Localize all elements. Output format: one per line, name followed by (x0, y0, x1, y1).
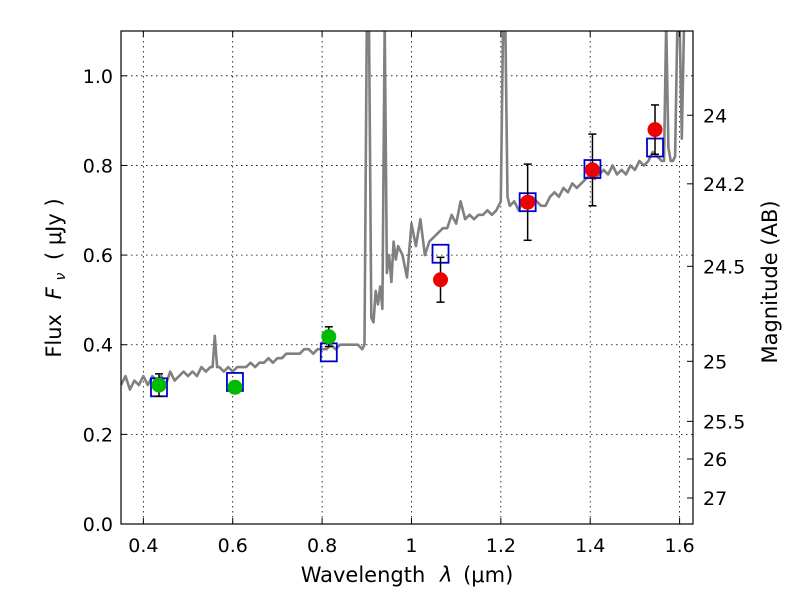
x-tick-label: 0.6 (218, 535, 248, 557)
x-tick-label: 1 (405, 535, 417, 557)
error-bars (150, 104, 664, 398)
observed_nir-point (647, 122, 663, 138)
y2-tick-label: 24.5 (703, 256, 745, 278)
x-axis-title: Wavelength λ (μm) (301, 563, 514, 587)
y-tick-label: 1.0 (83, 66, 113, 88)
observed_optical-point (321, 329, 337, 345)
x-tick-label: 0.8 (307, 535, 337, 557)
y-tick-label: 0.4 (83, 335, 113, 357)
y-tick-label: 0.2 (83, 424, 113, 446)
plot-frame (120, 30, 694, 525)
y2-tick-label: 25 (703, 351, 727, 373)
x-tick-label: 0.4 (128, 535, 158, 557)
y2-tick-label: 27 (703, 488, 727, 510)
y-tick-label: 0.0 (83, 514, 113, 536)
observed_optical-point (227, 379, 243, 395)
x-tick-label: 1.4 (575, 535, 605, 557)
spectrum-line (121, 31, 686, 391)
x-tick-label: 1.6 (664, 535, 694, 557)
y-axis-title: Flux F ν ( μJy ) (42, 198, 70, 357)
plot-area (121, 31, 686, 391)
x-tick-label: 1.2 (486, 535, 516, 557)
axis-ticks: 0.4 0.6 0.8 1 1.2 1.4 1.6 0.0 0.2 0.4 0.6 0.8 1.0 24 2… (83, 31, 745, 557)
y2-tick-label: 24.2 (703, 174, 745, 196)
y-tick-label: 0.6 (83, 245, 113, 267)
y2-tick-label: 25.5 (703, 411, 745, 433)
observed_nir-point (520, 194, 536, 210)
y2-tick-label: 26 (703, 449, 727, 471)
observed_optical-point (151, 377, 167, 393)
y2-tick-label: 24 (703, 105, 727, 127)
y2-axis-title: Magnitude (AB) (758, 200, 782, 363)
observed_nir-point (433, 272, 449, 288)
y-tick-label: 0.8 (83, 155, 113, 177)
observed_nir-point (584, 162, 600, 178)
